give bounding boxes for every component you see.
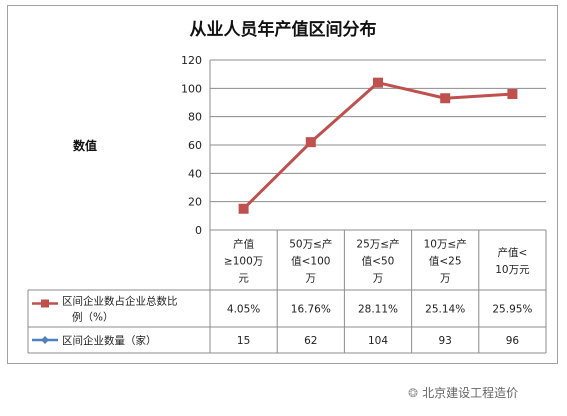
- data-point: [440, 93, 451, 104]
- table-value: 62: [304, 335, 317, 347]
- series-line: [242, 81, 513, 210]
- category-label: 值<25: [429, 255, 462, 268]
- y-axis-label: 数值: [73, 138, 97, 153]
- category-label: 产值<: [497, 246, 527, 259]
- table-value: 28.11%: [358, 304, 398, 316]
- table-value: 25.14%: [425, 304, 465, 316]
- wechat-icon: ❂: [408, 386, 419, 400]
- y-tick-label: 40: [188, 167, 202, 180]
- table-value: 93: [439, 335, 452, 347]
- series-name: 区间企业数量（家）: [62, 334, 157, 347]
- category-label: 元: [238, 273, 249, 285]
- data-point: [507, 89, 518, 99]
- y-tick-label: 20: [188, 196, 202, 209]
- category-label: 万: [306, 273, 317, 285]
- table-value: 16.76%: [291, 304, 331, 316]
- y-tick-label: 0: [195, 224, 202, 237]
- category-label: 万: [440, 273, 451, 285]
- legend-key-marker: [41, 336, 49, 344]
- data-point: [305, 137, 316, 148]
- category-label: 50万≤产: [289, 238, 332, 251]
- watermark: ❂ 北京建设工程造价: [408, 384, 518, 401]
- table-value: 96: [506, 335, 520, 347]
- chart-frame: [7, 5, 558, 364]
- table-value: 15: [237, 335, 250, 347]
- y-tick-label: 80: [188, 111, 202, 124]
- category-label: 25万≤产: [356, 238, 399, 251]
- legend-key-marker: [41, 299, 49, 308]
- category-label: 10万元: [495, 264, 530, 276]
- category-label: ≥100万: [224, 256, 263, 268]
- category-label: 万: [373, 273, 384, 285]
- chart-title: 从业人员年产值区间分布: [190, 19, 377, 40]
- category-label: 值<100: [291, 255, 330, 268]
- data-point: [238, 203, 249, 214]
- y-tick-label: 60: [188, 139, 202, 152]
- table-value: 25.95%: [492, 304, 532, 316]
- table-value: 4.05%: [227, 304, 260, 316]
- table-value: 104: [368, 335, 388, 347]
- watermark-text: 北京建设工程造价: [422, 386, 519, 400]
- y-tick-label: 120: [181, 54, 202, 67]
- category-label: 值<50: [362, 255, 395, 268]
- data-point: [373, 77, 383, 88]
- category-label: 10万≤产: [424, 238, 467, 251]
- series-name: 区间企业数占企业总数比: [62, 295, 178, 308]
- series-name: 例（%）: [72, 311, 113, 324]
- category-label: 产值: [233, 238, 254, 251]
- y-tick-label: 100: [181, 82, 202, 95]
